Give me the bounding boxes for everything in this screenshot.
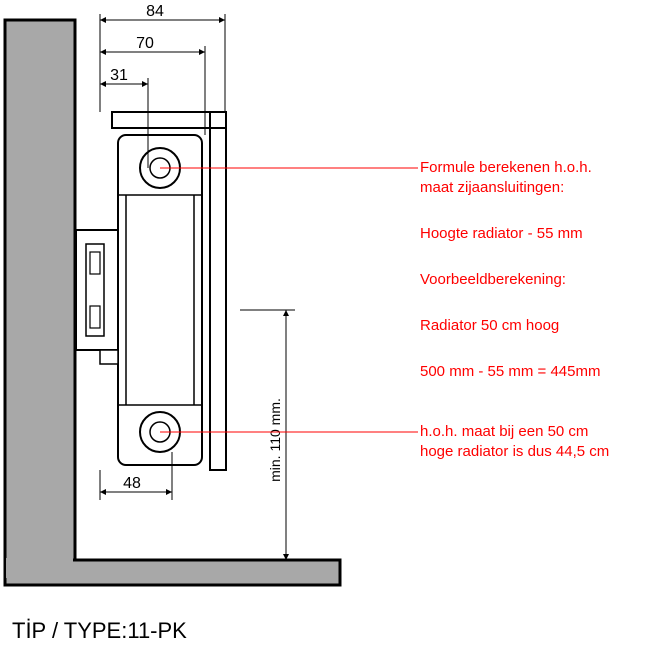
anno-line1: Formule berekenen h.o.h. xyxy=(420,159,592,176)
anno-line3: Hoogte radiator - 55 mm xyxy=(420,225,583,242)
dim-31-label: 31 xyxy=(110,67,128,84)
radiator-body xyxy=(118,135,202,465)
dim-70-label: 70 xyxy=(136,35,154,52)
anno-line8: hoge radiator is dus 44,5 cm xyxy=(420,443,609,460)
right-plate xyxy=(210,112,226,470)
top-plate xyxy=(112,112,226,128)
anno-line2: maat zijaansluitingen: xyxy=(420,179,564,196)
dim-48-label: 48 xyxy=(123,475,141,492)
anno-line4: Voorbeeldberekening: xyxy=(420,271,566,288)
anno-line6: 500 mm - 55 mm = 445mm xyxy=(420,363,600,380)
anno-line7: h.o.h. maat bij een 50 cm xyxy=(420,423,588,440)
wall-block xyxy=(5,20,75,575)
dim-84-label: 84 xyxy=(146,3,164,20)
bracket-outer xyxy=(76,230,118,350)
diagram-canvas: 84 70 31 48 min. 110 mm. Formule bereken… xyxy=(0,0,650,650)
anno-line5: Radiator 50 cm hoog xyxy=(420,317,559,334)
type-label: TİP / TYPE:11-PK xyxy=(12,618,187,643)
dim-min110-label: min. 110 mm. xyxy=(267,398,283,482)
